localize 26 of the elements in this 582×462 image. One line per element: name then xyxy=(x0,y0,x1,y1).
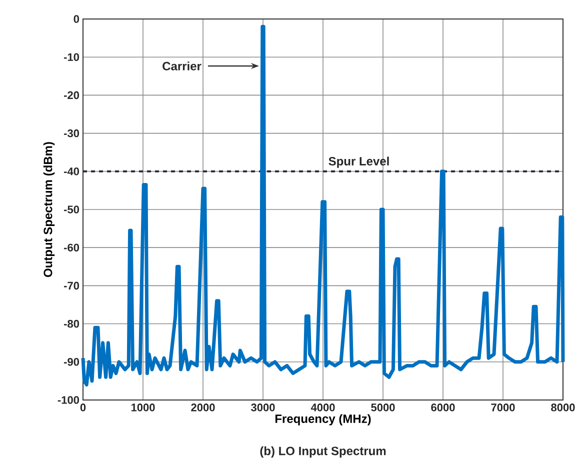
annotation: Carrier xyxy=(162,62,202,70)
x-tick-label: 7000 xyxy=(491,404,515,412)
y-tick-label: -80 xyxy=(64,320,80,328)
text: (b) LO Input Spectrum xyxy=(260,446,386,458)
x-tick-label: 3000 xyxy=(251,404,275,412)
x-tick-label: 8000 xyxy=(551,404,575,412)
y-tick-label: -60 xyxy=(64,244,80,252)
y-tick-label: -10 xyxy=(64,53,80,61)
ref-line-label: Spur Level xyxy=(328,156,389,168)
y-tick-label: -50 xyxy=(64,206,80,214)
line-series xyxy=(81,24,565,386)
x-tick-label: 6000 xyxy=(431,404,455,412)
x-tick-label: 0 xyxy=(80,404,86,412)
y-axis-title: Output Spectrum (dBm) xyxy=(43,142,55,277)
y-tick-label: -20 xyxy=(64,91,80,100)
x-axis-title: Frequency (MHz) xyxy=(275,414,371,426)
y-tick-label: 0 xyxy=(74,15,80,23)
x-tick-label: 5000 xyxy=(371,404,395,412)
x-tick-label: 1000 xyxy=(131,404,155,412)
y-tick-label: -90 xyxy=(64,358,80,366)
y-tick-label: -100 xyxy=(58,396,80,404)
x-tick-label: 2000 xyxy=(191,404,215,412)
y-tick-label: -30 xyxy=(64,129,80,138)
y-tick-label: -40 xyxy=(64,168,80,176)
x-tick-label: 4000 xyxy=(310,404,335,412)
y-tick-label: -70 xyxy=(64,282,80,290)
